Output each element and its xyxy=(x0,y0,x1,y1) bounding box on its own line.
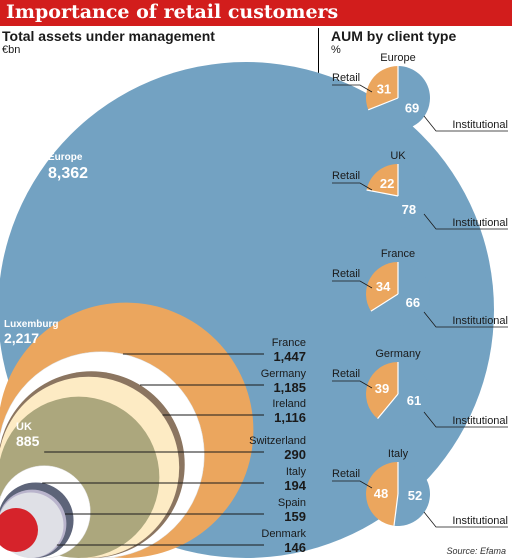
pie-label-retail-italy: Retail xyxy=(332,468,360,480)
pie-title-germany: Germany xyxy=(375,348,421,360)
pie-leader-institutional-europe xyxy=(423,115,508,132)
callout-value-germany: 1,185 xyxy=(273,380,306,395)
bubble-value-europe: 8,362 xyxy=(48,165,88,182)
pie-value-institutional-italy: 52 xyxy=(408,488,422,503)
bubble-value-luxemburg: 2,217 xyxy=(4,330,39,346)
pie-label-retail-uk: Retail xyxy=(332,170,360,182)
source-note: Source: Efama xyxy=(446,546,506,556)
pie-value-institutional-uk: 78 xyxy=(402,202,416,217)
callout-value-denmark: 146 xyxy=(284,540,306,555)
callout-name-denmark: Denmark xyxy=(261,528,306,540)
header-bar: Importance of retail customers xyxy=(0,0,512,26)
callout-name-spain: Spain xyxy=(278,497,306,509)
pie-title-europe: Europe xyxy=(380,52,415,64)
pie-leader-institutional-france xyxy=(423,311,508,328)
pie-value-retail-italy: 48 xyxy=(374,486,388,501)
bubble-label-europe: Europe xyxy=(48,152,83,163)
pie-slice-retail-italy xyxy=(365,462,398,526)
pie-label-institutional-uk: Institutional xyxy=(452,217,508,229)
pie-value-institutional-germany: 61 xyxy=(407,393,421,408)
pie-leader-retail-italy xyxy=(332,480,373,489)
pie-charts-title: AUM by client type xyxy=(331,28,457,44)
bubble-label-uk: UK xyxy=(16,421,32,433)
pie-divider2-germany xyxy=(377,393,399,420)
pie-slice-institutional-europe xyxy=(368,66,431,130)
pie-value-retail-france: 34 xyxy=(376,279,391,294)
pie-label-retail-france: Retail xyxy=(332,268,360,280)
pie-label-retail-germany: Retail xyxy=(332,368,360,380)
pie-label-institutional-italy: Institutional xyxy=(452,515,508,527)
callout-name-france: France xyxy=(272,337,306,349)
pie-divider2-italy xyxy=(393,493,399,526)
pie-title-italy: Italy xyxy=(388,448,409,460)
pie-value-retail-uk: 22 xyxy=(380,176,394,191)
pie-charts-unit: % xyxy=(331,44,341,56)
pie-divider2-uk xyxy=(366,189,399,197)
pie-label-retail-europe: Retail xyxy=(332,72,360,84)
pie-label-institutional-france: Institutional xyxy=(452,315,508,327)
pie-divider2-europe xyxy=(368,97,399,111)
callout-value-france: 1,447 xyxy=(273,349,306,364)
pie-slice-retail-germany xyxy=(366,362,398,419)
pie-value-institutional-france: 66 xyxy=(406,295,420,310)
pie-value-institutional-europe: 69 xyxy=(405,101,419,116)
pie-label-institutional-germany: Institutional xyxy=(452,415,508,427)
pie-divider2-france xyxy=(370,293,399,312)
bubble-chart-unit: €bn xyxy=(2,44,21,56)
bubble-chart-title: Total assets under management xyxy=(2,28,215,44)
pie-leader-retail-uk xyxy=(332,182,373,191)
callout-name-italy: Italy xyxy=(286,466,307,478)
pie-value-retail-germany: 39 xyxy=(375,381,389,396)
pie-slice-retail-europe xyxy=(366,66,398,110)
callout-name-switzerland: Switzerland xyxy=(249,435,306,447)
pie-slice-retail-uk xyxy=(366,164,398,196)
pie-slice-institutional-italy xyxy=(393,462,430,526)
pie-leader-institutional-italy xyxy=(423,511,508,528)
pie-leader-retail-france xyxy=(332,280,373,289)
pie-leader-retail-germany xyxy=(332,380,373,389)
bubble-value-uk: 885 xyxy=(16,433,40,449)
pie-label-institutional-europe: Institutional xyxy=(452,119,508,131)
callout-name-ireland: Ireland xyxy=(272,398,306,410)
pie-leader-institutional-uk xyxy=(423,213,508,230)
pie-slice-institutional-germany xyxy=(377,362,430,426)
callout-name-germany: Germany xyxy=(261,368,307,380)
pie-leader-institutional-germany xyxy=(423,411,508,428)
callout-value-spain: 159 xyxy=(284,509,306,524)
pie-title-france: France xyxy=(381,248,415,260)
callout-value-switzerland: 290 xyxy=(284,447,306,462)
bubble-red-marker xyxy=(0,508,38,552)
pie-title-uk: UK xyxy=(390,150,406,162)
pie-value-retail-europe: 31 xyxy=(377,81,391,96)
pie-leader-retail-europe xyxy=(332,84,373,93)
bubble-label-luxemburg: Luxemburg xyxy=(4,319,58,330)
page-title: Importance of retail customers xyxy=(6,1,339,23)
callout-value-italy: 194 xyxy=(284,478,306,493)
callout-value-ireland: 1,116 xyxy=(274,410,306,425)
pie-slice-institutional-france xyxy=(370,262,430,327)
